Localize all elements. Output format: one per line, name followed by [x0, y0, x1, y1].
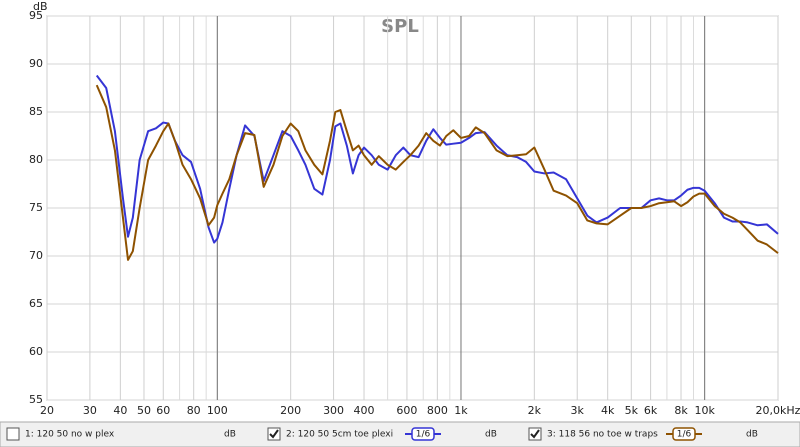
x-tick-label: 3k: [571, 404, 585, 417]
x-tick-label: 30: [83, 404, 97, 417]
y-tick-label: 95: [29, 9, 43, 22]
x-tick-label: 50: [137, 404, 151, 417]
legend-label: 2: 120 50 5cm toe plexi: [286, 430, 393, 440]
checkmark: [269, 429, 279, 439]
y-tick-label: 85: [29, 105, 43, 118]
x-tick-label: 200: [280, 404, 301, 417]
x-tick-label: 8k: [674, 404, 688, 417]
x-tick-label: 4k: [601, 404, 615, 417]
y-tick-label: 65: [29, 297, 43, 310]
y-tick-label: 70: [29, 249, 43, 262]
smoothing-box: [672, 427, 696, 441]
smoothing-label: 1/6: [677, 430, 692, 440]
series-line: [95, 84, 779, 261]
x-tick-label: 400: [354, 404, 375, 417]
x-tick-label: 10k: [694, 404, 715, 417]
legend: 1: 120 50 no w plex dB 2: 120 50 5cm toe p…: [6, 427, 758, 441]
x-tick-label: 5k: [625, 404, 639, 417]
y-tick-label: 80: [29, 153, 43, 166]
y-tick-label: 90: [29, 57, 43, 70]
series-line: [95, 74, 779, 244]
x-tick-label: 1k: [454, 404, 468, 417]
x-tick-label: 100: [207, 404, 228, 417]
smoothing-label: 1/6: [416, 430, 431, 440]
x-tick-label: 6k: [644, 404, 658, 417]
x-tick-label: 20: [40, 404, 54, 417]
y-tick-label: 55: [29, 393, 43, 406]
legend-unit: dB: [224, 430, 236, 440]
x-tick-label: 2k: [528, 404, 542, 417]
legend-label: 1: 120 50 no w plex: [25, 430, 115, 440]
x-tick-label: 80: [187, 404, 201, 417]
legend-unit: dB: [485, 430, 497, 440]
x-tick-label: 800: [427, 404, 448, 417]
y-tick-label: 75: [29, 201, 43, 214]
checkmark: [530, 429, 540, 439]
legend-checkbox[interactable]: [6, 427, 20, 441]
chart-title: SPL: [381, 16, 419, 37]
x-tick-label: 600: [396, 404, 417, 417]
x-tick-label: 300: [323, 404, 344, 417]
x-tick-label: 20,0kHz: [756, 404, 800, 417]
legend-label: 3: 118 56 no toe w traps: [547, 430, 658, 440]
x-tick-label: 60: [156, 404, 170, 417]
x-tick-label: 40: [113, 404, 127, 417]
y-tick-label: 60: [29, 345, 43, 358]
smoothing-box: [411, 427, 435, 441]
y-axis-label: dB: [33, 0, 48, 13]
legend-unit: dB: [746, 430, 758, 440]
